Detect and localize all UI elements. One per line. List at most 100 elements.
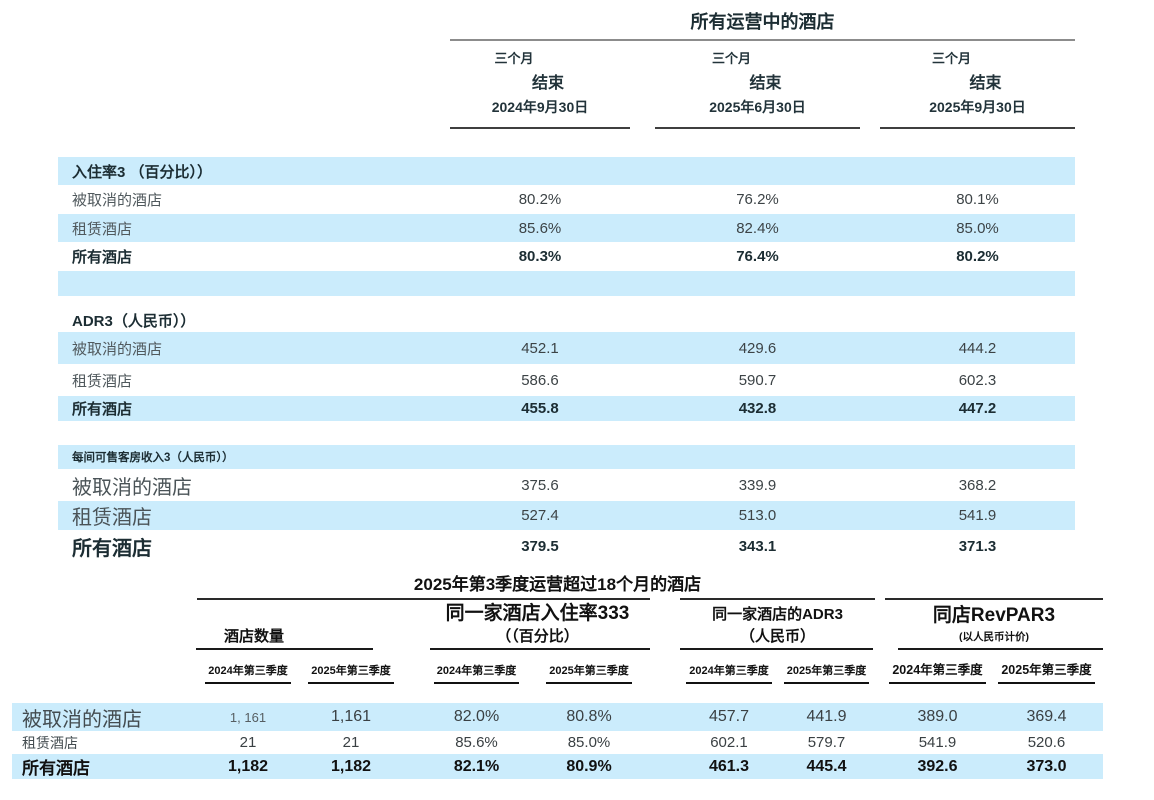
row-label: 被取消的酒店 (72, 476, 192, 499)
cell: 76.2% (736, 191, 779, 208)
cell: 520.6 (1027, 734, 1066, 751)
title-underline (12, 594, 1103, 600)
table-row: 租赁酒店 586.6 590.7 602.3 (58, 364, 1075, 396)
table-row: 租赁酒店 85.6% 82.4% 85.0% (58, 214, 1075, 242)
cell: 457.7 (708, 708, 750, 725)
section-header-label: 入住率3 （百分比）） (72, 163, 213, 181)
cell: 85.0% (956, 219, 999, 237)
group-label: 酒店数量 (224, 628, 285, 645)
ended-label: 结束 (969, 75, 1002, 92)
cell: 541.9 (958, 507, 997, 524)
row-label: 所有酒店 (22, 759, 90, 778)
bottom-table-body: 被取消的酒店 1, 161 1,161 82.0% 80.8% 457.7 44… (12, 703, 1103, 779)
cell: 80.2% (518, 191, 562, 208)
group-same-hotel-occupancy: 同一家酒店入住率333 （（百分比） (425, 600, 650, 650)
table-row: 被取消的酒店 452.1 429.6 444.2 (58, 332, 1075, 364)
table-row: 被取消的酒店 375.6 339.9 368.2 (58, 469, 1075, 501)
cell: 1,182 (227, 757, 269, 775)
spacer-row (58, 421, 1075, 445)
period-label: 2025年第三季度 (308, 662, 394, 684)
cell: 21 (342, 734, 360, 751)
period-label: 三个月 (494, 51, 534, 66)
spacer-row (58, 271, 1075, 296)
row-label: 租赁酒店 (72, 220, 133, 238)
section-header-label: 每间可售客房收入3（人民币）） (72, 452, 234, 464)
row-label: 所有酒店 (72, 537, 152, 560)
subheader: 2024年第三季度 (425, 661, 528, 684)
cell: 80.8% (566, 708, 612, 725)
cell: 441.9 (806, 708, 847, 725)
subheader: 2025年第三季度 (778, 661, 875, 684)
cell: 371.3 (958, 537, 997, 555)
cell: 602.3 (958, 371, 997, 389)
cell: 445.4 (806, 757, 847, 775)
cell: 76.4% (736, 248, 779, 265)
ended-label: 结束 (749, 75, 782, 92)
top-table-title: 所有运营中的酒店 (450, 0, 1075, 41)
table-row: 租赁酒店 21 21 85.6% 85.0% 602.1 579.7 541.9… (12, 731, 1103, 754)
group-hotel-count: 酒店数量 (190, 600, 396, 650)
cell: 513.0 (738, 507, 777, 524)
subperiod-headers: 2024年第三季度 2025年第三季度 2024年第三季度 2025年第三季度 … (12, 650, 1103, 684)
group-sublabel: （人民币） (739, 628, 815, 645)
cell: 80.3% (518, 248, 562, 265)
cell: 21 (239, 734, 257, 751)
cell: 461.3 (708, 757, 750, 775)
all-hotels-in-operation-table: 所有运营中的酒店 三个月 结束 2024年9月30日 三个月 结束 2025年6… (58, 0, 1075, 562)
period-label: 三个月 (711, 51, 751, 66)
subheader: 2024年第三季度 (885, 659, 990, 684)
group-same-hotel-adr: 同一家酒店的ADR3 （人民币） (680, 600, 875, 650)
cell: 375.6 (521, 476, 559, 494)
table-row: 被取消的酒店 80.2% 76.2% 80.1% (58, 185, 1075, 214)
section-header-adr: ADR3（人民币）） (58, 308, 1075, 332)
cell: 432.8 (738, 400, 777, 417)
row-label: 被取消的酒店 (72, 192, 163, 209)
group-label: 同一家酒店的ADR3 (712, 606, 843, 623)
cell: 369.4 (1026, 708, 1067, 725)
period-label: 2024年第三季度 (205, 662, 291, 684)
date-label: 2024年9月30日 (491, 99, 589, 115)
table-row-total: 所有酒店 455.8 432.8 447.2 (58, 396, 1075, 421)
cell: 379.5 (521, 537, 559, 555)
row-label: 所有酒店 (72, 401, 133, 418)
cell: 444.2 (958, 339, 997, 357)
cell: 368.2 (958, 476, 997, 494)
cell: 452.1 (521, 339, 559, 357)
row-label: 被取消的酒店 (22, 708, 142, 731)
section-header-revpar: 每间可售客房收入3（人民币）） (58, 445, 1075, 469)
column-header-2024q3: 三个月 结束 2024年9月30日 (450, 41, 630, 129)
table-row-total: 所有酒店 80.3% 76.4% 80.2% (58, 242, 1075, 271)
cell: 85.0% (567, 734, 611, 751)
cell: 339.9 (738, 476, 777, 494)
cell: 527.4 (521, 507, 559, 524)
period-label: 2025年第三季度 (546, 662, 632, 684)
spacer-row (58, 296, 1075, 308)
period-label: 三个月 (931, 51, 971, 66)
same-hotel-18-months-table: 2025年第3季度运营超过18个月的酒店 酒店数量 同一家酒店入住率333 （（… (12, 570, 1103, 779)
column-header-2025q3: 三个月 结束 2025年9月30日 (880, 41, 1075, 129)
row-label: 被取消的酒店 (72, 340, 163, 358)
subheader: 2024年第三季度 (680, 661, 778, 684)
subheader: 2025年第三季度 (306, 661, 396, 684)
period-label: 2025年第三季度 (783, 662, 870, 684)
cell: 429.6 (738, 339, 777, 357)
cell: 82.4% (736, 219, 779, 237)
cell: 80.9% (566, 757, 612, 775)
bottom-table-title: 2025年第3季度运营超过18个月的酒店 (413, 575, 702, 594)
cell: 82.0% (453, 708, 500, 725)
group-sublabel: （（百分比） (496, 628, 579, 645)
table-row-total: 所有酒店 1,182 1,182 82.1% 80.9% 461.3 445.4… (12, 754, 1103, 779)
top-table-body: 入住率3 （百分比）） 被取消的酒店 80.2% 76.2% 80.1% 租赁酒… (58, 157, 1075, 562)
cell: 579.7 (807, 734, 846, 751)
period-label: 2025年第三季度 (998, 659, 1095, 684)
cell: 85.6% (455, 734, 498, 751)
cell: 1,161 (330, 708, 372, 725)
cell: 343.1 (738, 537, 777, 555)
group-label: 同一家酒店入住率333 (445, 603, 630, 624)
cell: 82.1% (453, 757, 500, 775)
row-label: 租赁酒店 (22, 734, 78, 751)
row-label: 租赁酒店 (72, 507, 152, 529)
ended-label: 结束 (531, 75, 564, 92)
period-label: 2024年第三季度 (686, 662, 772, 684)
period-label: 2024年第三季度 (433, 662, 520, 684)
